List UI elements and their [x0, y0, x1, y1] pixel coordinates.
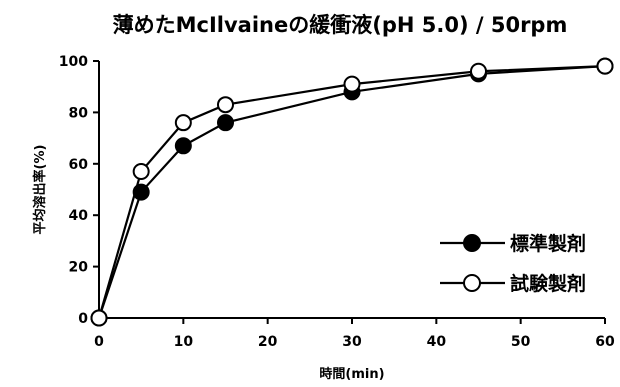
x-tick-label: 10 — [174, 334, 194, 350]
x-axis-label: 時間(min) — [319, 366, 384, 382]
legend-label: 標準製剤 — [510, 232, 586, 255]
series-open — [90, 57, 614, 327]
data-point — [174, 137, 192, 155]
legend-marker — [463, 234, 481, 252]
x-tick-label: 20 — [258, 334, 278, 350]
x-tick-label: 0 — [94, 334, 104, 350]
y-tick-label: 20 — [69, 260, 89, 276]
y-axis-ticks: 0 20 40 60 80 100 — [59, 54, 99, 327]
legend-item: 試験製剤 — [440, 272, 586, 295]
chart-title: 薄めたMcIlvaineの緩衝液(pH 5.0) / 50rpm — [113, 13, 568, 37]
legend-marker — [463, 274, 481, 292]
series-group — [90, 57, 614, 327]
data-point — [90, 309, 108, 327]
y-tick-label: 60 — [69, 157, 89, 173]
y-axis-label: 平均溶出率(%) — [32, 145, 48, 235]
data-point — [596, 57, 614, 75]
data-point — [132, 163, 150, 181]
x-axis-ticks: 0 10 20 30 40 50 60 — [94, 318, 615, 350]
legend-item: 標準製剤 — [440, 232, 586, 255]
y-tick-label: 100 — [59, 54, 88, 70]
x-tick-label: 40 — [427, 334, 447, 350]
data-point — [174, 114, 192, 132]
x-tick-label: 60 — [595, 334, 615, 350]
y-tick-label: 80 — [69, 105, 89, 121]
data-point — [217, 114, 234, 132]
data-point — [343, 75, 361, 93]
x-tick-label: 50 — [511, 334, 531, 350]
legend-label: 試験製剤 — [510, 272, 586, 295]
data-point — [470, 62, 487, 80]
x-tick-label: 30 — [342, 334, 362, 350]
y-tick-label: 0 — [78, 311, 88, 327]
data-point — [217, 96, 234, 114]
y-tick-label: 40 — [69, 208, 89, 224]
